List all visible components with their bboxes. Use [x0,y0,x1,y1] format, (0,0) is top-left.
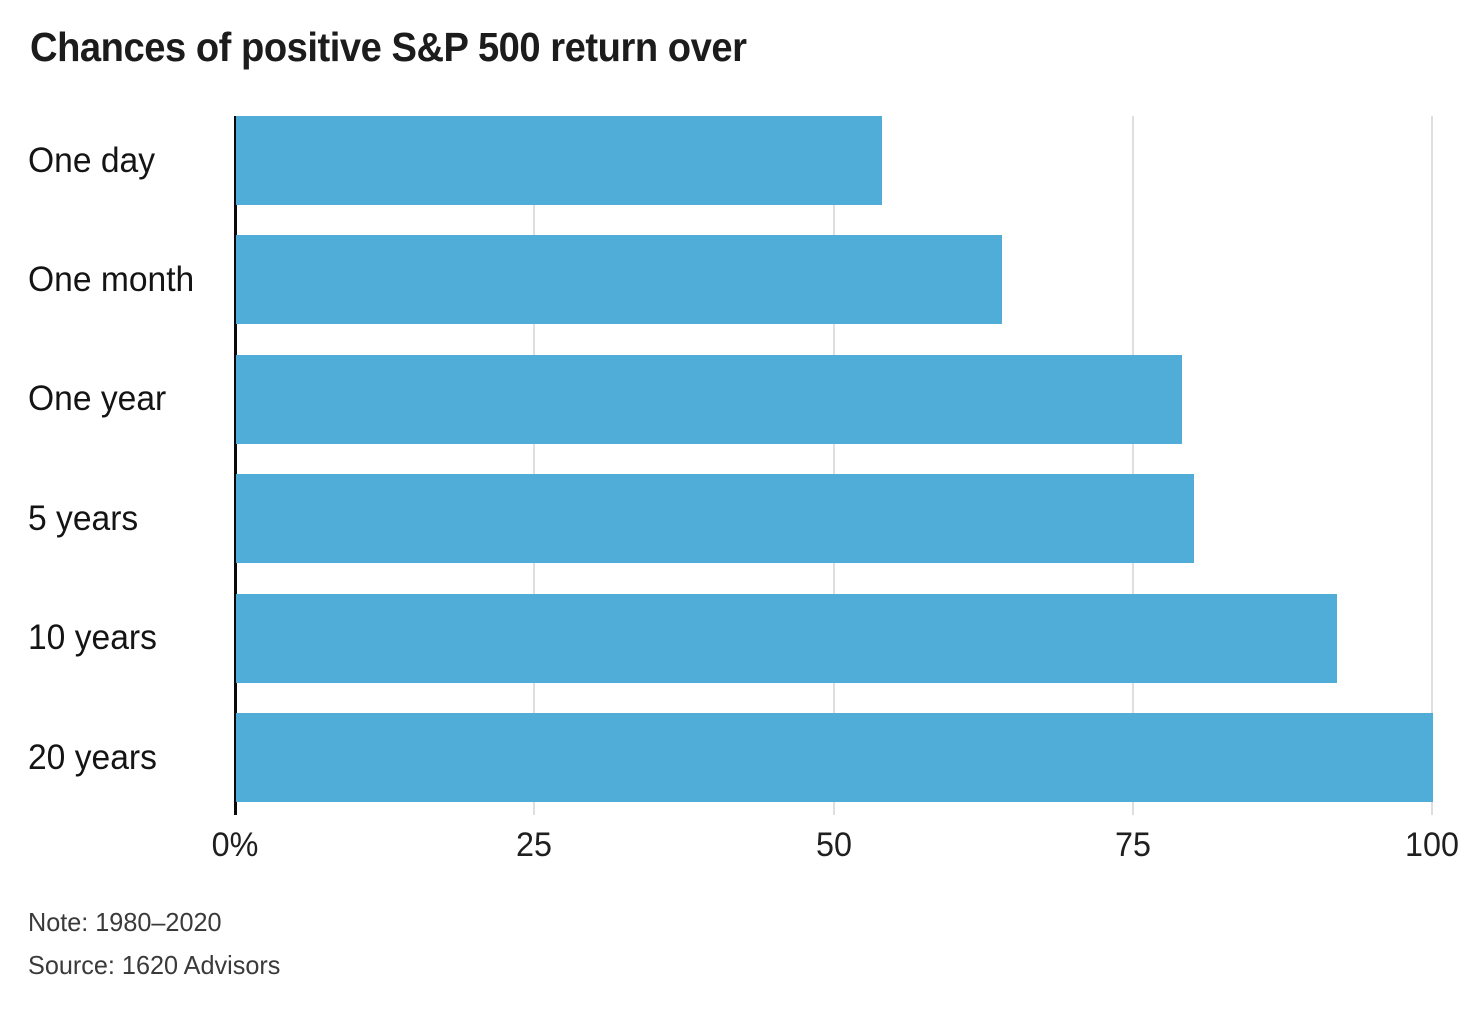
gridline-50 [832,116,835,815]
x-tick-label-100: 100 [1405,826,1459,864]
x-tick-label-50: 50 [815,826,852,864]
chart-source: Source: 1620 Advisors [28,950,281,980]
bar-20-years [236,713,1433,802]
bar-one-year [236,354,1182,444]
x-tick-label-0: 0% [211,826,259,864]
bar-5-years [236,474,1194,564]
x-tick-label-25: 25 [516,826,553,864]
category-label-one-day: One day [28,140,156,180]
chart-footer: Note: 1980–2020 Source: 1620 Advisors [28,901,280,987]
category-label-10-years: 10 years [28,618,157,658]
category-label-one-year: One year [28,379,167,419]
category-label-20-years: 20 years [28,737,157,777]
chart-note: Note: 1980–2020 [28,907,222,937]
category-label-one-month: One month [28,259,195,299]
x-tick-label-75: 75 [1114,826,1151,864]
chart-title: Chances of positive S&P 500 return over [30,24,747,70]
gridline-100 [1431,116,1433,815]
bar-one-month [236,235,1003,325]
bar-one-day [236,116,883,205]
category-label-5-years: 5 years [28,498,139,538]
bar-10-years [236,593,1338,683]
axis-zero-line [234,116,237,815]
gridline-25 [533,116,536,815]
gridline-75 [1131,116,1134,815]
plot-area [234,116,1433,815]
